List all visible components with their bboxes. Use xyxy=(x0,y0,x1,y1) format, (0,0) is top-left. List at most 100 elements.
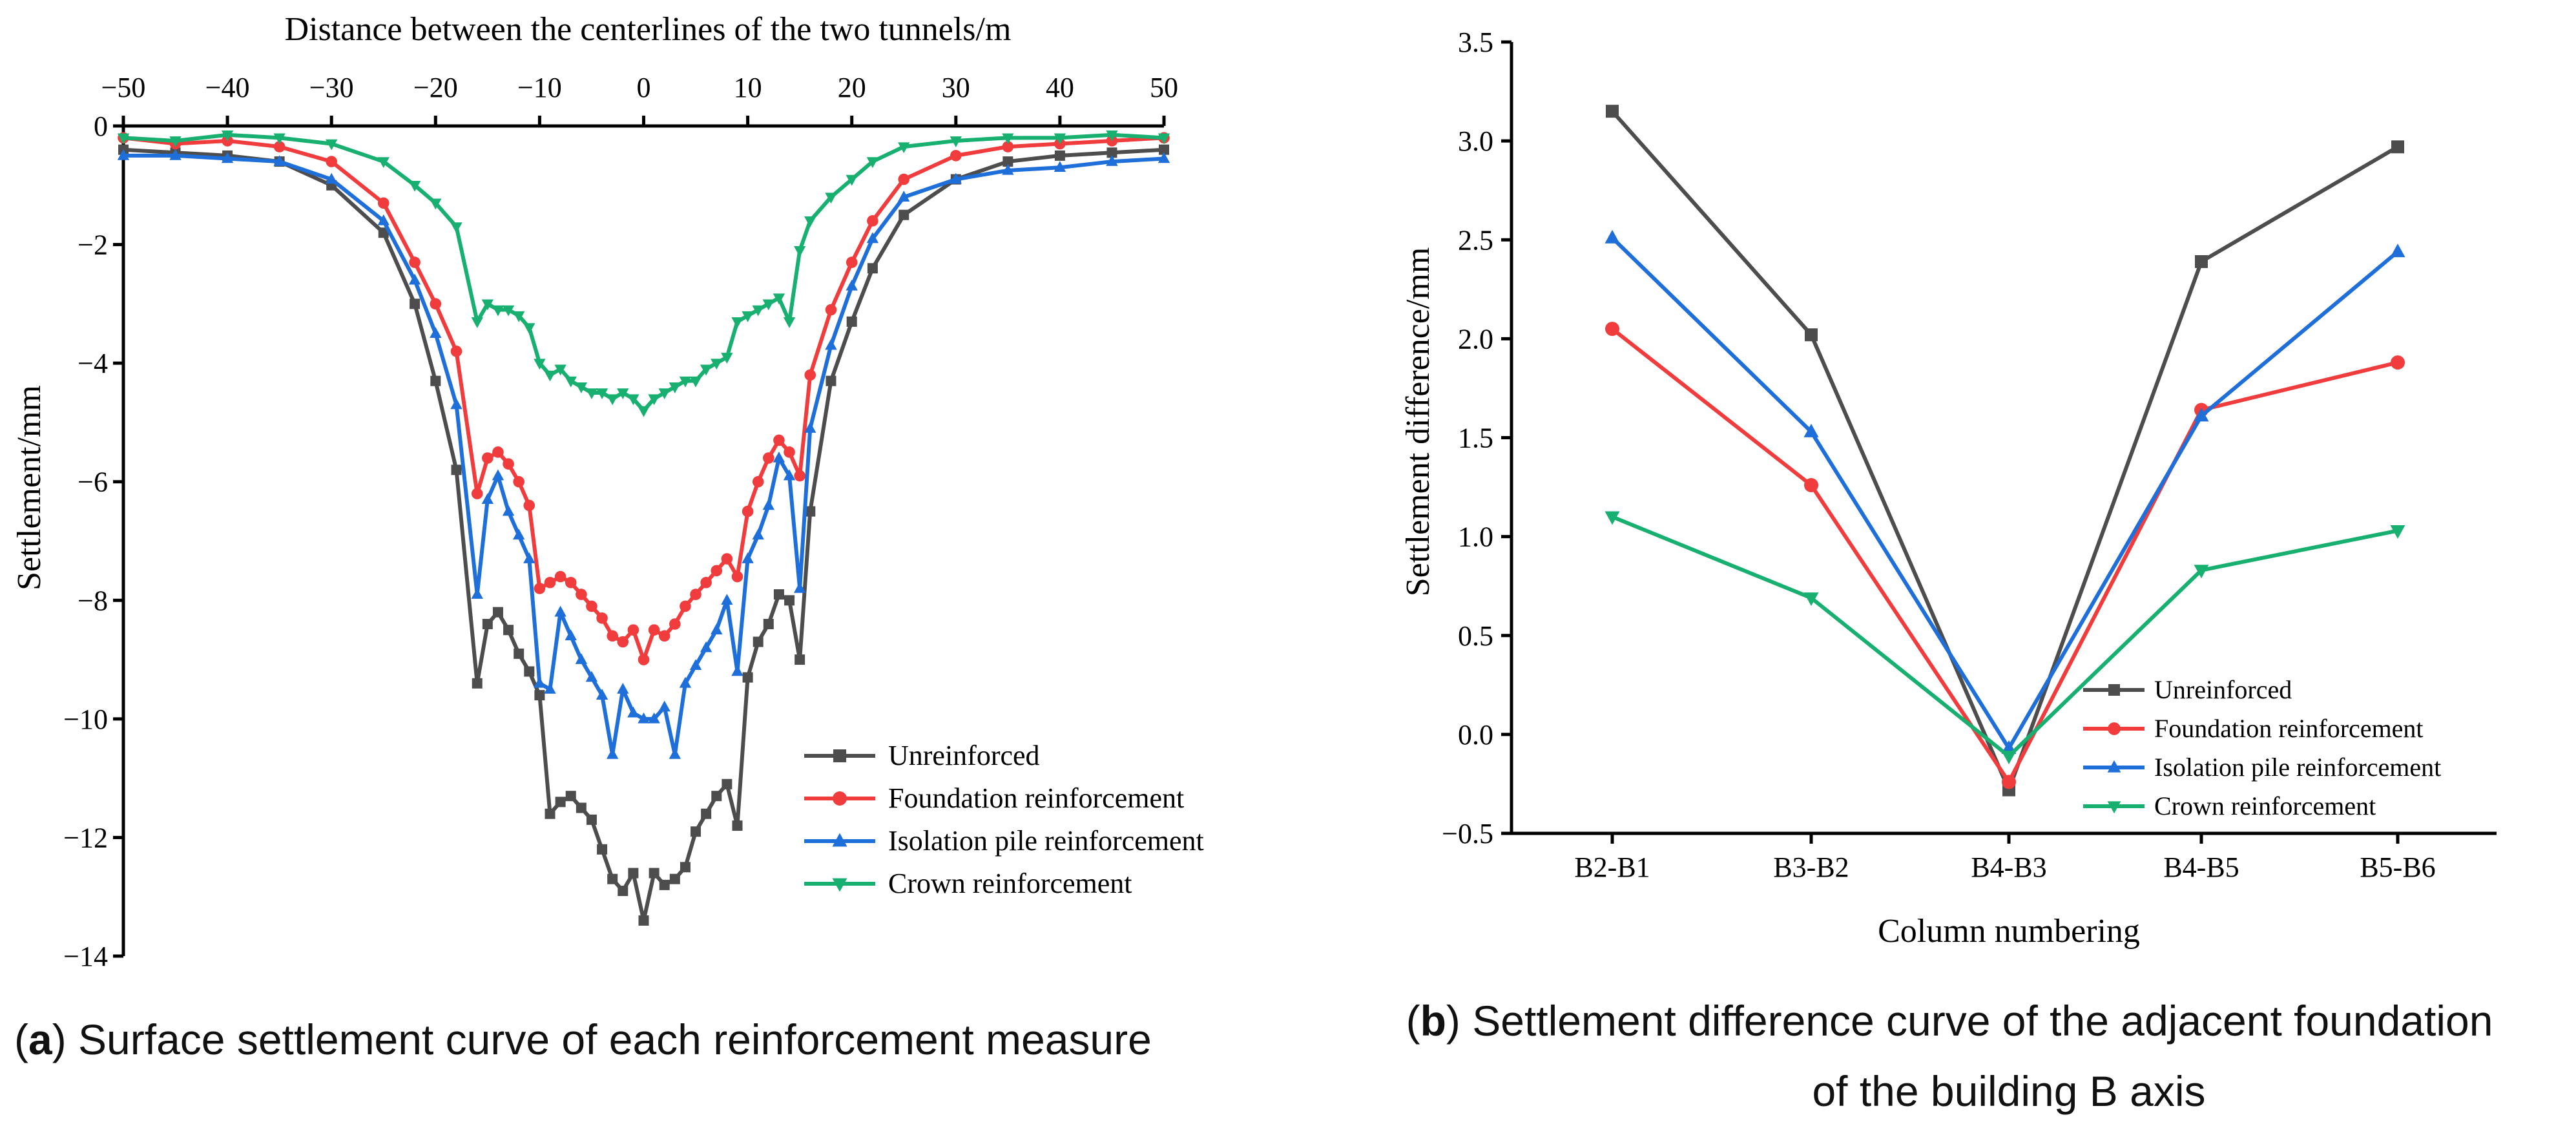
panel-a-data-point xyxy=(867,263,878,274)
panel-a-x-tick-label: 10 xyxy=(734,72,762,103)
panel-a-data-point xyxy=(450,398,462,410)
panel-a-data-point xyxy=(898,142,910,154)
panel-a-data-point xyxy=(617,682,629,694)
panel-a-x-tick-label: 0 xyxy=(637,72,651,103)
panel-a-data-point xyxy=(866,157,879,169)
panel-a-data-point xyxy=(700,641,712,652)
panel-a-data-point xyxy=(804,216,816,227)
panel-a-data-point xyxy=(471,588,483,599)
panel-b-legend-label: Isolation pile reinforcement xyxy=(2154,753,2441,782)
panel-b-data-point xyxy=(2390,525,2405,539)
panel-b-legend: Unreinforced Foundation reinforcement Isol… xyxy=(2083,675,2441,820)
panel-b-legend-marker xyxy=(2107,801,2121,814)
panel-a-data-point xyxy=(794,470,805,482)
panel-a-data-point xyxy=(762,299,775,311)
panel-a-data-point xyxy=(576,589,587,600)
panel-a-data-point xyxy=(731,317,743,328)
panel-a-data-point xyxy=(408,273,421,285)
panel-a-data-point xyxy=(793,245,806,257)
panel-b-legend-marker xyxy=(2108,722,2121,735)
panel-a-data-point xyxy=(784,595,795,606)
caption-a-text: Surface settlement curve of each reinfor… xyxy=(78,1016,1152,1063)
panel-a-data-point xyxy=(514,648,525,659)
panel-a-legend-marker xyxy=(832,833,847,847)
panel-a-data-point xyxy=(565,791,576,802)
panel-a-data-point xyxy=(554,364,566,376)
panel-a-data-point xyxy=(793,581,806,593)
panel-a-data-point xyxy=(482,452,493,464)
panel-a-data-point xyxy=(691,826,701,837)
panel-a-data-point xyxy=(679,676,692,688)
panel-a-x-ticks: −50 −40 −30 −20 −10 0 10 20 30 40 50 xyxy=(101,72,1178,126)
panel-a-data-point xyxy=(554,570,566,583)
panel-a-data-point xyxy=(679,376,692,388)
panel-a-surface-settlement: Distance between the centerlines of the … xyxy=(11,11,1204,972)
panel-a-y-tick-label: −6 xyxy=(78,466,108,498)
panel-a-data-point xyxy=(742,505,754,517)
panel-a-data-point xyxy=(783,317,796,328)
panel-a-data-point xyxy=(596,612,608,624)
panel-a-data-point xyxy=(471,317,483,328)
panel-a-data-point xyxy=(481,299,494,311)
panel-a-data-point xyxy=(680,600,691,612)
panel-a-y-ticks: 0 −2 −4 −6 −8 −10 −12 −14 xyxy=(63,110,123,972)
panel-b-ylabel: Settlement difference/mm xyxy=(1400,247,1437,597)
panel-a-x-tick-label: −30 xyxy=(309,72,354,103)
panel-a-data-point xyxy=(1106,155,1118,166)
panel-a-data-point xyxy=(221,130,234,141)
panel-b-legend-marker xyxy=(2107,760,2121,773)
panel-a-data-point xyxy=(408,180,421,192)
panel-a-data-point xyxy=(377,197,390,209)
panel-a-data-point xyxy=(742,311,754,322)
panel-a-x-tick-label: −50 xyxy=(101,72,146,103)
panel-a-data-point xyxy=(773,589,784,600)
panel-a-data-point xyxy=(638,712,650,724)
panel-a-data-point xyxy=(377,157,390,169)
panel-a-data-point xyxy=(503,625,514,636)
panel-a-legend-label: Unreinforced xyxy=(888,740,1040,771)
panel-a-data-point xyxy=(638,654,650,665)
panel-a-data-point xyxy=(805,506,816,517)
panel-b-y-tick-label: 1.5 xyxy=(1458,422,1493,454)
caption-b-line1: (b) Settlement difference curve of the a… xyxy=(1406,997,2493,1045)
panel-b-series-crown-reinforcement xyxy=(1605,511,2405,765)
panel-a-data-point xyxy=(273,141,286,152)
panel-a-data-point xyxy=(430,198,442,210)
caption-b-text: Settlement difference curve of the adjac… xyxy=(1472,997,2493,1045)
panel-a-legend: Unreinforced Foundation reinforcement Isol… xyxy=(804,740,1204,899)
panel-a-data-point xyxy=(555,797,566,808)
panel-a-y-tick-label: −12 xyxy=(63,822,108,853)
panel-b-data-point xyxy=(2391,355,2405,370)
panel-a-data-point xyxy=(326,172,338,184)
panel-a-data-point xyxy=(711,565,723,577)
panel-a-legend-label: Crown reinforcement xyxy=(888,868,1132,899)
panel-a-data-point xyxy=(576,802,587,813)
panel-a-data-point xyxy=(471,488,483,499)
panel-a-data-point xyxy=(638,915,649,926)
panel-a-data-point xyxy=(783,469,796,481)
panel-a-data-point xyxy=(575,653,588,664)
caption-a: (a) Surface settlement curve of each rei… xyxy=(14,1016,1152,1063)
panel-a-data-point xyxy=(649,868,660,879)
panel-a-data-point xyxy=(795,654,805,665)
panel-a-data-point xyxy=(585,671,598,682)
panel-a-data-point xyxy=(117,149,130,160)
panel-b-series xyxy=(1605,105,2405,797)
panel-a-data-point xyxy=(451,464,462,475)
panel-a-data-point xyxy=(1106,147,1117,158)
panel-a-data-point xyxy=(950,150,962,162)
panel-a-xlabel: Distance between the centerlines of the … xyxy=(285,11,1012,48)
caption-b-letter: b xyxy=(1420,997,1446,1045)
panel-b-data-point xyxy=(1605,229,1620,244)
panel-b-data-point xyxy=(1606,105,1619,118)
panel-b-xlabel: Column numbering xyxy=(1878,913,2140,950)
panel-a-data-point xyxy=(534,359,546,370)
panel-a-data-point xyxy=(378,227,389,238)
panel-a-data-point xyxy=(763,619,774,629)
panel-a-data-point xyxy=(607,873,618,884)
panel-b-data-point xyxy=(2391,140,2404,154)
caption-a-letter: a xyxy=(28,1016,53,1063)
panel-a-data-point xyxy=(1054,150,1065,161)
panel-a-data-point xyxy=(689,376,702,388)
